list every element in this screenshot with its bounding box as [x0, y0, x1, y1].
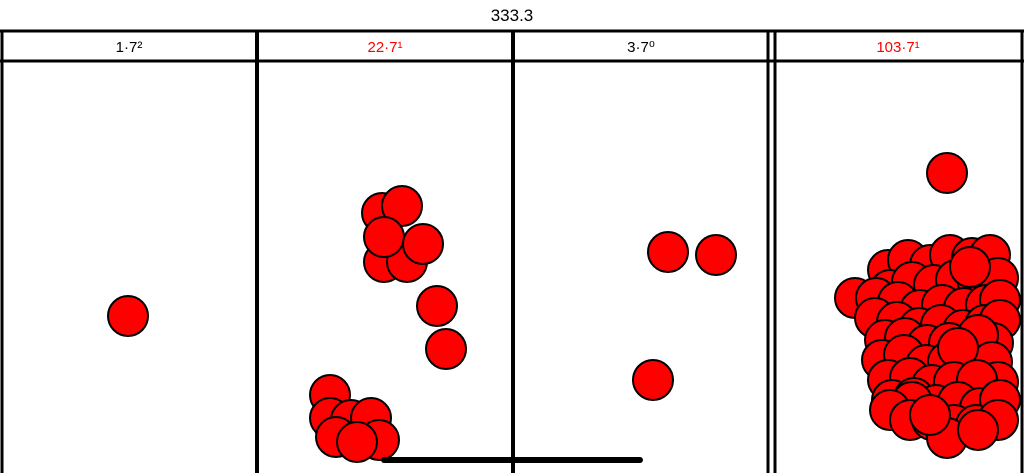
ball-col2: [416, 285, 458, 327]
ball-col2: [425, 328, 467, 370]
score-title: 333.3: [490, 6, 534, 25]
ball-col4: [949, 246, 991, 288]
ball-col1: [107, 295, 149, 337]
ball-col3: [695, 234, 737, 276]
ball-col2: [381, 185, 423, 227]
column-label-1: 1·7²: [116, 39, 143, 56]
ball-col4: [957, 409, 999, 451]
ball-col2: [402, 223, 444, 265]
ball-col2: [336, 421, 378, 463]
ball-col4: [926, 152, 968, 194]
ball-col4: [909, 394, 951, 436]
column-label-4: 103·7¹: [876, 39, 919, 56]
ball-col3: [632, 359, 674, 401]
balls-layer: [107, 152, 1021, 463]
column-label-3: 3·7⁰: [627, 39, 655, 56]
column-label-2: 22·7¹: [367, 39, 402, 56]
ball-col2: [363, 216, 405, 258]
ball-col3: [647, 231, 689, 273]
